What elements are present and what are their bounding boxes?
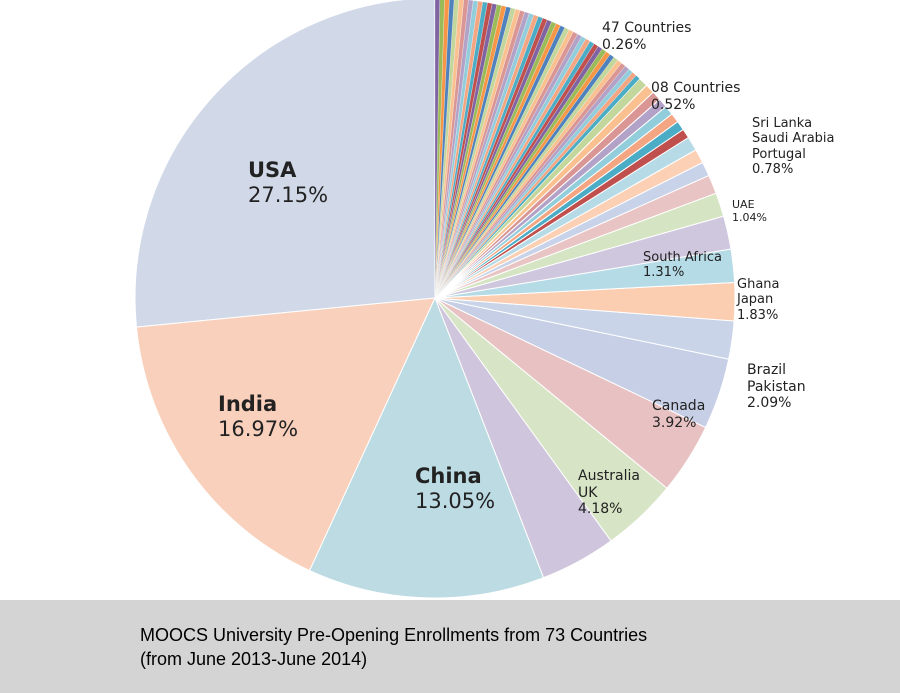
data-label-india: India 16.97%	[218, 392, 299, 441]
pie-slice	[308, 296, 545, 599]
data-label-usa: USA 27.15%	[248, 158, 329, 207]
pie-slice	[134, 0, 436, 328]
data-label-08-countries: 08 Countries 0.52%	[651, 80, 741, 113]
data-label-china: China 13.05%	[415, 464, 496, 513]
pie-slice	[434, 0, 459, 299]
data-label-uae: UAE 1.04%	[732, 198, 767, 224]
data-label-australia-uk: Australia UK 4.18%	[578, 468, 640, 518]
pie-slice	[434, 0, 469, 299]
caption-band: MOOCS University Pre-Opening Enrollments…	[0, 600, 900, 693]
pie-slice	[434, 0, 440, 299]
pie-slice	[434, 0, 455, 299]
pie-chart	[134, 0, 736, 599]
data-label-brazil-pakistan: Brazil Pakistan 2.09%	[747, 362, 806, 412]
data-label-47-countries: 47 Countries 0.26%	[602, 20, 692, 53]
chart-title: MOOCS University Pre-Opening Enrollments…	[140, 625, 648, 645]
data-label-ghana-japan: Ghana Japan 1.83%	[737, 277, 780, 323]
data-label-south-africa: South Africa 1.31%	[643, 250, 722, 281]
chart-caption: MOOCS University Pre-Opening Enrollments…	[140, 623, 647, 671]
pie-slice	[434, 0, 474, 299]
chart-area: USA 27.15% India 16.97% China 13.05% Aus…	[134, 0, 835, 599]
data-label-sri-lanka-saudi-arabia-portugal: Sri Lanka Saudi Arabia Portugal 0.78%	[752, 116, 835, 177]
chart-subtitle: (from June 2013-June 2014)	[140, 649, 368, 669]
data-label-canada: Canada 3.92%	[652, 398, 706, 431]
pie-slice	[135, 297, 436, 572]
pie-slice	[434, 0, 445, 299]
pie-slice	[434, 0, 464, 299]
